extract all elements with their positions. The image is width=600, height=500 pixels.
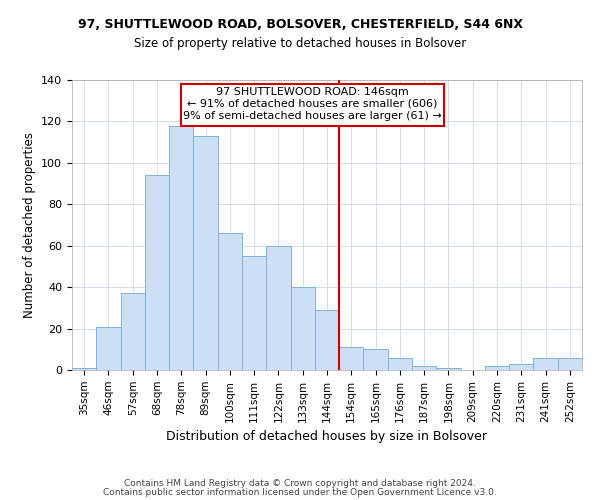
- Bar: [533, 358, 558, 370]
- Text: ← 91% of detached houses are smaller (606): ← 91% of detached houses are smaller (60…: [187, 98, 437, 108]
- Bar: [72, 368, 96, 370]
- Bar: [485, 366, 509, 370]
- Text: Contains HM Land Registry data © Crown copyright and database right 2024.: Contains HM Land Registry data © Crown c…: [124, 478, 476, 488]
- Bar: [96, 326, 121, 370]
- X-axis label: Distribution of detached houses by size in Bolsover: Distribution of detached houses by size …: [167, 430, 487, 443]
- Text: 97 SHUTTLEWOOD ROAD: 146sqm: 97 SHUTTLEWOOD ROAD: 146sqm: [216, 88, 409, 98]
- Bar: [388, 358, 412, 370]
- Text: 97, SHUTTLEWOOD ROAD, BOLSOVER, CHESTERFIELD, S44 6NX: 97, SHUTTLEWOOD ROAD, BOLSOVER, CHESTERF…: [77, 18, 523, 30]
- Bar: [181, 84, 443, 126]
- Bar: [266, 246, 290, 370]
- Bar: [364, 350, 388, 370]
- Y-axis label: Number of detached properties: Number of detached properties: [23, 132, 35, 318]
- Bar: [290, 287, 315, 370]
- Bar: [412, 366, 436, 370]
- Bar: [339, 347, 364, 370]
- Bar: [145, 176, 169, 370]
- Bar: [436, 368, 461, 370]
- Text: 9% of semi-detached houses are larger (61) →: 9% of semi-detached houses are larger (6…: [183, 111, 442, 121]
- Bar: [242, 256, 266, 370]
- Bar: [509, 364, 533, 370]
- Bar: [315, 310, 339, 370]
- Bar: [558, 358, 582, 370]
- Bar: [193, 136, 218, 370]
- Text: Size of property relative to detached houses in Bolsover: Size of property relative to detached ho…: [134, 38, 466, 51]
- Bar: [218, 234, 242, 370]
- Bar: [121, 294, 145, 370]
- Text: Contains public sector information licensed under the Open Government Licence v3: Contains public sector information licen…: [103, 488, 497, 497]
- Bar: [169, 126, 193, 370]
